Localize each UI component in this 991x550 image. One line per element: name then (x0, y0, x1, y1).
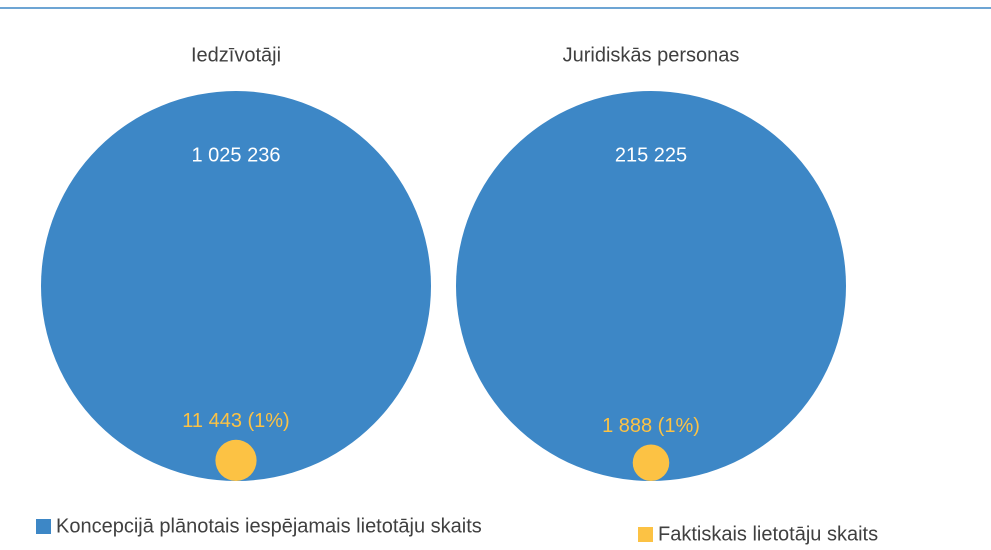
legend-label: Koncepcijā plānotais iespējamais lietotā… (56, 515, 482, 537)
inner-circle (632, 444, 670, 481)
outer-circle (456, 91, 846, 481)
value-label: 11 443 (1%) (182, 410, 289, 432)
panel-title: Iedzīvotāji (191, 44, 281, 66)
legend-label: Faktiskais lietotāju skaits (658, 523, 878, 545)
value-label: 1 888 (1%) (602, 415, 700, 437)
value-label: 1 025 236 (192, 144, 281, 166)
value-label: 215 225 (615, 144, 687, 166)
legend-swatch (638, 527, 653, 542)
outer-circle (41, 91, 431, 481)
inner-circle (215, 439, 257, 482)
panel-title: Juridiskās personas (563, 44, 740, 66)
legend-swatch (36, 519, 51, 534)
